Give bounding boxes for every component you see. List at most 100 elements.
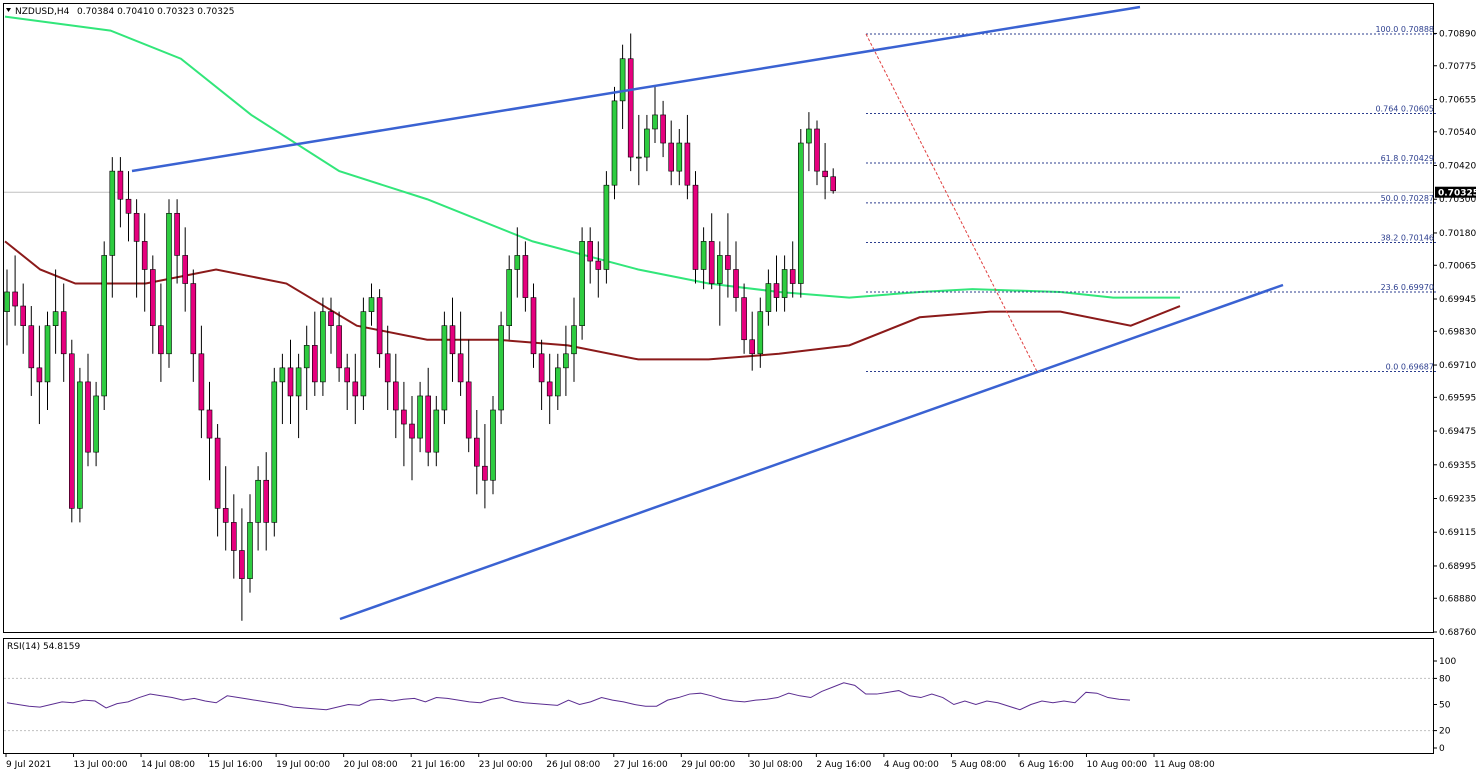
- candle-bullish: [109, 170, 116, 256]
- candle-bearish: [117, 170, 124, 200]
- fibonacci-layer: 100.0 0.70888 0.764 0.70605 61.8 0.70429 50…: [865, 25, 1438, 372]
- time-tick-label: 11 Aug 08:00: [1154, 760, 1215, 770]
- candle-bullish: [781, 269, 788, 298]
- candle-bearish: [733, 269, 739, 298]
- candle-bearish: [69, 353, 75, 509]
- candle-bearish: [352, 381, 359, 397]
- candle-bullish: [676, 142, 683, 172]
- symbol-label: NZDUSD,H4: [15, 7, 70, 17]
- price-tick-label: 0.69710: [1439, 361, 1476, 371]
- candle-bullish: [166, 212, 172, 355]
- candle-bearish: [725, 255, 731, 270]
- ohlc-values: 0.70384 0.70410 0.70323 0.70325: [77, 7, 234, 17]
- candle-bearish: [239, 550, 245, 579]
- candle-bullish: [360, 311, 367, 397]
- candle-bearish: [384, 353, 391, 383]
- time-tick-label: 14 Jul 08:00: [141, 760, 195, 770]
- candle-bullish: [716, 255, 723, 284]
- candle-bearish: [587, 241, 594, 262]
- dropdown-triangle-icon[interactable]: [6, 8, 11, 12]
- candle-bullish: [579, 241, 585, 326]
- time-tick-label: 26 Jul 08:00: [546, 760, 600, 770]
- time-tick-label: 19 Jul 00:00: [276, 760, 330, 770]
- time-tick-label: 21 Jul 16:00: [411, 760, 465, 770]
- candle-bullish: [295, 367, 302, 397]
- candle-bearish: [741, 297, 747, 341]
- rsi-tick-label: 50: [1439, 701, 1451, 711]
- candle-bearish: [425, 395, 432, 453]
- candle-bearish: [60, 311, 67, 355]
- fib-level-label: 50.0 0.70287: [1381, 194, 1434, 203]
- candle-bearish: [344, 367, 351, 383]
- candle-bearish: [287, 367, 294, 397]
- candle-bearish: [36, 367, 43, 383]
- candle-bullish: [563, 353, 569, 369]
- candle-bearish: [668, 142, 675, 172]
- candle-bearish: [392, 381, 399, 411]
- price-tick-label: 0.68760: [1439, 628, 1476, 638]
- candle-bearish: [174, 212, 180, 256]
- candle-bullish: [93, 395, 99, 453]
- trendline-layer: [131, 5, 1284, 621]
- price-tick-label: 0.69355: [1439, 461, 1476, 471]
- candle-bullish: [441, 325, 448, 411]
- candle-bullish: [806, 128, 812, 144]
- price-tick-label: 0.70540: [1439, 128, 1476, 138]
- lower-support-trendline: [339, 283, 1284, 621]
- candle-bullish: [44, 325, 51, 383]
- fib-level-label: 0.764 0.70605: [1375, 105, 1434, 114]
- candle-bullish: [303, 345, 310, 369]
- time-tick-label: 9 Jul 2021: [6, 760, 51, 770]
- candle-bearish: [684, 142, 691, 186]
- rsi-tick-label: 100: [1439, 657, 1456, 667]
- moving-average-layer: [4, 15, 1181, 361]
- price-tick-label: 0.70180: [1439, 229, 1476, 239]
- candle-bearish: [530, 297, 537, 355]
- price-tick-label: 0.70775: [1439, 62, 1476, 72]
- main-panel-frame: [3, 3, 1434, 633]
- upper-trendline: [131, 5, 1141, 173]
- time-tick-label: 10 Aug 00:00: [1086, 760, 1147, 770]
- price-tick-label: 0.69115: [1439, 528, 1476, 538]
- candle-bearish: [28, 325, 35, 369]
- time-tick-label: 4 Aug 00:00: [884, 760, 939, 770]
- rsi-tick-label: 0: [1439, 744, 1445, 754]
- candle-bullish: [652, 114, 658, 130]
- candle-bearish: [222, 508, 229, 523]
- candle-bearish: [12, 291, 18, 307]
- rsi-tick-label: 80: [1439, 674, 1451, 684]
- fib-diagonal-line: [865, 33, 1038, 372]
- candle-bullish: [635, 156, 642, 159]
- time-tick-label: 13 Jul 00:00: [74, 760, 128, 770]
- candle-bearish: [328, 311, 334, 326]
- price-tick-label: 0.70890: [1439, 29, 1476, 39]
- candle-bearish: [125, 198, 132, 214]
- candle-bearish: [214, 437, 221, 509]
- price-axis: 0.70890 0.70775 0.70655 0.70540 0.70420 0.703…: [1433, 29, 1476, 638]
- candle-bearish: [85, 381, 91, 453]
- rsi-label: RSI(14) 54.8159: [7, 642, 80, 652]
- current-price-label: 0.70325: [1438, 189, 1479, 199]
- candle-bearish: [198, 353, 205, 411]
- candle-bullish: [506, 269, 513, 326]
- price-tick-label: 0.69475: [1439, 427, 1476, 437]
- time-tick-label: 23 Jul 00:00: [479, 760, 533, 770]
- candle-bullish: [797, 142, 804, 284]
- symbol-header: NZDUSD,H4 0.70384 0.70410 0.70323 0.7032…: [6, 7, 234, 17]
- candle-bearish: [708, 241, 715, 284]
- candle-bearish: [457, 353, 464, 383]
- candle-bullish: [757, 311, 764, 355]
- candle-bullish: [279, 367, 286, 383]
- candle-bullish: [101, 255, 107, 397]
- time-tick-label: 2 Aug 16:00: [816, 760, 871, 770]
- time-tick-label: 6 Aug 16:00: [1019, 760, 1074, 770]
- candle-bullish: [255, 479, 261, 523]
- slow-moving-average-line: [4, 15, 1180, 299]
- candle-bullish: [417, 395, 423, 439]
- candle-bearish: [482, 465, 488, 481]
- rsi-tick-label: 20: [1439, 727, 1451, 737]
- candle-bearish: [522, 255, 529, 298]
- candle-bullish: [271, 381, 278, 523]
- candle-bullish: [4, 291, 10, 312]
